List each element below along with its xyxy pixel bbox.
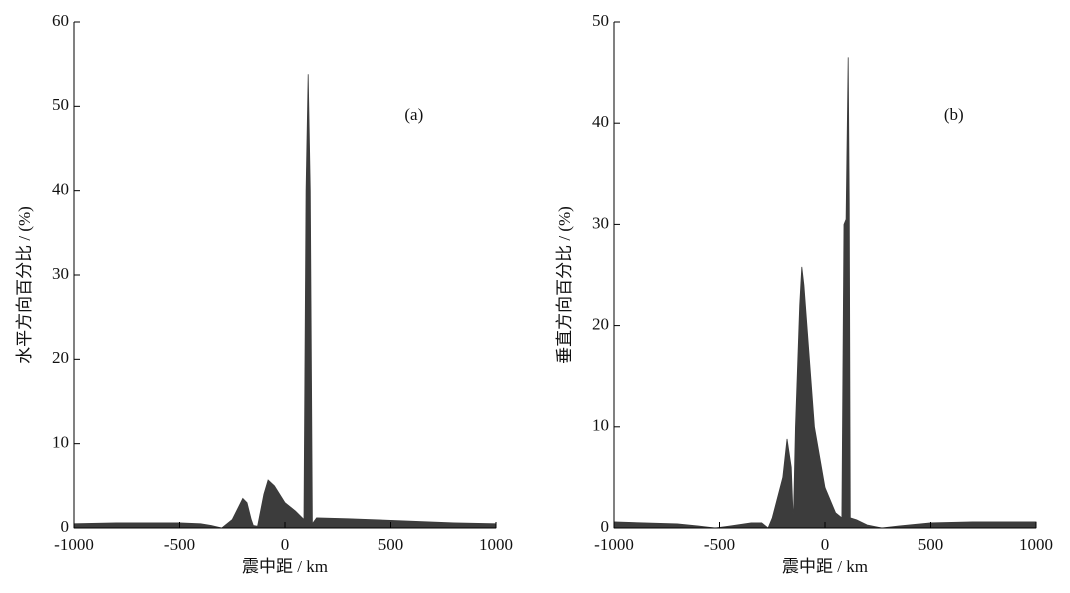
x-tick-label: -500 bbox=[164, 535, 195, 554]
y-tick-label: 30 bbox=[592, 213, 609, 232]
x-tick-label: -1000 bbox=[54, 535, 94, 554]
y-tick-label: 40 bbox=[592, 112, 609, 131]
y-tick-label: 0 bbox=[61, 517, 70, 536]
x-tick-label: 1000 bbox=[1019, 535, 1053, 554]
y-tick-label: 30 bbox=[52, 264, 69, 283]
y-axis-label: 垂直方向百分比 / (%) bbox=[555, 206, 574, 364]
y-tick-label: 10 bbox=[52, 433, 69, 452]
y-tick-label: 10 bbox=[592, 416, 609, 435]
annotation: (b) bbox=[944, 105, 964, 124]
x-tick-label: -1000 bbox=[594, 535, 634, 554]
x-tick-label: -500 bbox=[704, 535, 735, 554]
x-tick-label: 500 bbox=[378, 535, 404, 554]
y-tick-label: 40 bbox=[52, 180, 69, 199]
x-tick-label: 0 bbox=[281, 535, 290, 554]
y-tick-label: 20 bbox=[52, 348, 69, 367]
x-tick-label: 1000 bbox=[479, 535, 513, 554]
y-tick-label: 60 bbox=[52, 11, 69, 30]
area bbox=[613, 57, 1037, 529]
x-tick-label: 0 bbox=[821, 535, 830, 554]
y-tick-label: 50 bbox=[592, 11, 609, 30]
annotation: (a) bbox=[404, 105, 423, 124]
y-tick-label: 0 bbox=[601, 517, 610, 536]
x-tick-label: 500 bbox=[918, 535, 944, 554]
x-axis-label: 震中距 / km bbox=[242, 557, 328, 576]
y-tick-label: 50 bbox=[52, 95, 69, 114]
y-axis-label: 水平方向百分比 / (%) bbox=[15, 206, 34, 364]
area bbox=[73, 74, 497, 529]
y-tick-label: 20 bbox=[592, 315, 609, 334]
x-axis-label: 震中距 / km bbox=[782, 557, 868, 576]
